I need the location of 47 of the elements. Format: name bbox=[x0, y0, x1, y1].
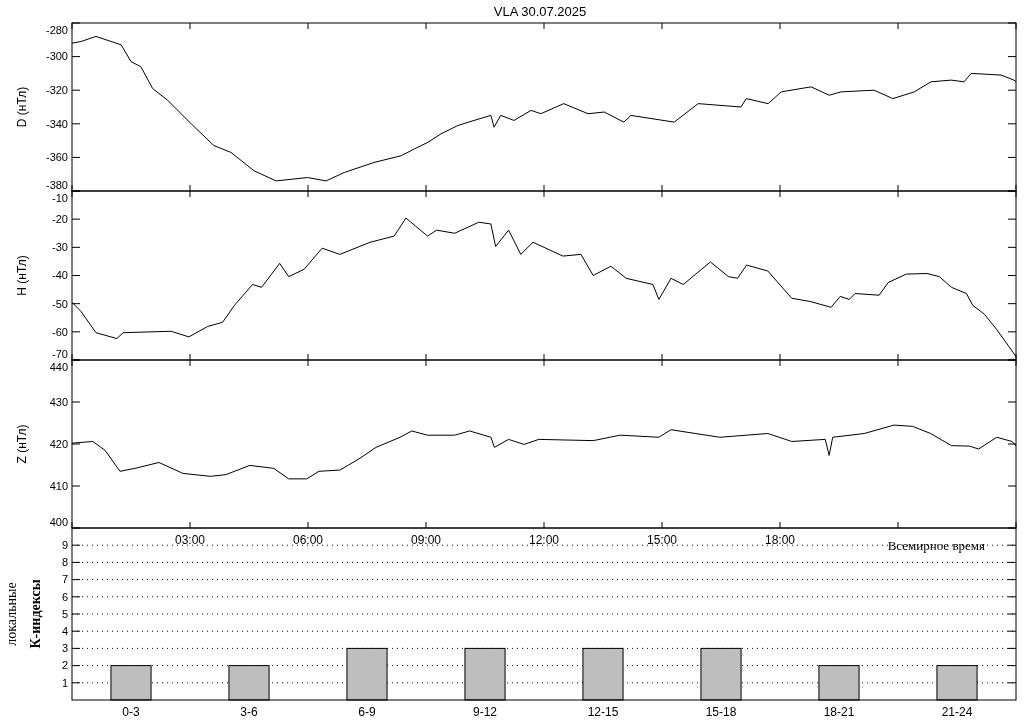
y-tick-label: -300 bbox=[45, 50, 68, 63]
y-axis-title: локальные К-индексы bbox=[4, 579, 43, 649]
x-tick-label: 15:00 bbox=[646, 533, 678, 547]
y-tick-label: -380 bbox=[45, 178, 68, 191]
y-tick-label: -20 bbox=[52, 213, 68, 226]
y-tick-label: -50 bbox=[52, 297, 68, 310]
y-tick-label: -40 bbox=[52, 269, 68, 282]
x-tick-label: 03:00 bbox=[174, 533, 206, 547]
y-tick-label: 1 bbox=[61, 676, 68, 689]
y-tick-label: 3 bbox=[61, 642, 68, 655]
y-tick-label: -30 bbox=[52, 241, 68, 254]
y-tick-label: 9 bbox=[61, 539, 68, 552]
x-tick-label: 18-21 bbox=[823, 705, 855, 719]
y-tick-label: 5 bbox=[61, 607, 68, 620]
y-tick-label: 410 bbox=[49, 479, 68, 492]
y-tick-label: -320 bbox=[45, 84, 68, 97]
y-tick-label: 400 bbox=[49, 515, 68, 528]
y-tick-label: -10 bbox=[52, 191, 68, 204]
x-tick-label: 18:00 bbox=[764, 533, 796, 547]
x-tick-label: 09:00 bbox=[410, 533, 442, 547]
x-tick-label: 21-24 bbox=[941, 705, 973, 719]
x-tick-label: 12-15 bbox=[587, 705, 619, 719]
x-tick-label: 6-9 bbox=[358, 705, 376, 719]
y-tick-label: -70 bbox=[52, 347, 68, 360]
y-tick-label: -60 bbox=[52, 325, 68, 338]
y-tick-label: 7 bbox=[61, 573, 68, 586]
y-tick-label: -360 bbox=[45, 151, 68, 164]
y-tick-label: 4 bbox=[61, 625, 68, 638]
y-axis-title: D (нТл) bbox=[15, 86, 29, 128]
y-tick-label: 2 bbox=[61, 659, 68, 672]
x-tick-label: 0-3 bbox=[122, 705, 140, 719]
y-tick-label: 420 bbox=[49, 437, 68, 450]
x-tick-label: 3-6 bbox=[240, 705, 258, 719]
y-tick-label: 430 bbox=[49, 395, 68, 408]
x-tick-label: 12:00 bbox=[528, 533, 560, 547]
y-tick-label: 6 bbox=[61, 590, 68, 603]
y-tick-label: 440 bbox=[49, 360, 68, 373]
chart-title: VLA 30.07.2025 bbox=[493, 4, 587, 19]
y-axis-title: Z (нТл) bbox=[15, 424, 29, 464]
x-tick-label: 15-18 bbox=[705, 705, 737, 719]
y-tick-label: -280 bbox=[45, 23, 68, 36]
y-tick-label: -340 bbox=[45, 117, 68, 130]
x-axis-title: Всемирное время bbox=[887, 538, 986, 553]
x-tick-label: 9-12 bbox=[472, 705, 498, 719]
y-tick-label: 8 bbox=[61, 556, 68, 569]
x-tick-label: 06:00 bbox=[292, 533, 324, 547]
y-axis-title: H (нТл) bbox=[15, 255, 29, 296]
